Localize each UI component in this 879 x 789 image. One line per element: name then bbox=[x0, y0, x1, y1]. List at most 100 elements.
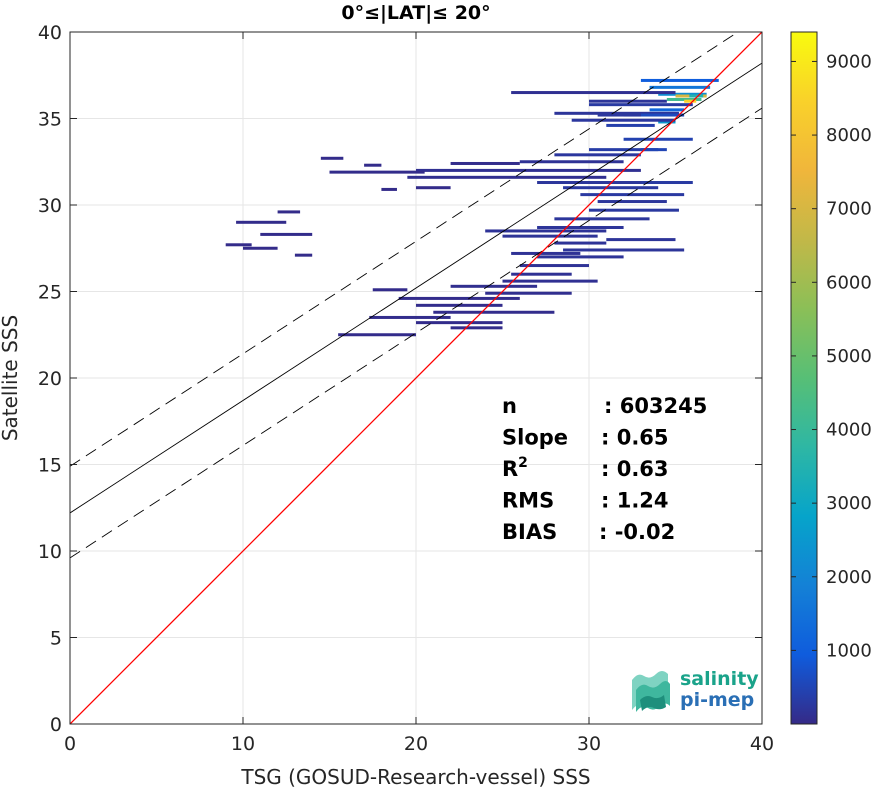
density-cell bbox=[236, 220, 287, 224]
density-cell bbox=[511, 251, 581, 255]
density-cell bbox=[666, 97, 702, 101]
x-tick-label: 0 bbox=[64, 733, 76, 755]
y-tick-label: 30 bbox=[38, 195, 62, 217]
density-cell bbox=[580, 193, 685, 197]
y-tick-label: 40 bbox=[38, 22, 62, 44]
stat-value: : 0.63 bbox=[601, 457, 669, 481]
stat-label: BIAS bbox=[502, 520, 557, 544]
chart-title: 0°≤|LAT|≤ 20° bbox=[341, 2, 490, 24]
stat-label: Slope bbox=[502, 426, 568, 450]
y-tick-label: 25 bbox=[38, 282, 62, 304]
colorbar-tick-label: 9000 bbox=[826, 51, 872, 72]
density-cell bbox=[554, 153, 641, 157]
density-cell bbox=[320, 156, 344, 160]
y-axis-label: Satellite SSS bbox=[0, 315, 22, 441]
stat-label: n bbox=[502, 394, 517, 418]
density-cell bbox=[369, 315, 451, 319]
density-cell bbox=[689, 94, 704, 98]
density-cell bbox=[597, 113, 641, 117]
colorbar-gradient bbox=[790, 31, 818, 725]
axis-ticks bbox=[69, 31, 763, 725]
colorbar-tick-label: 4000 bbox=[826, 420, 872, 441]
regression-lines bbox=[70, 32, 762, 724]
y-tick-labels: 0 5 10 15 20 25 30 35 40 bbox=[38, 22, 62, 736]
density-cell bbox=[640, 148, 667, 152]
density-cell bbox=[243, 246, 278, 250]
stat-value: : -0.02 bbox=[599, 520, 675, 544]
svg-text:salinity: salinity bbox=[680, 668, 759, 690]
density-cell bbox=[589, 148, 659, 152]
density-cell bbox=[571, 118, 676, 122]
density-cell bbox=[640, 181, 693, 185]
density-cell bbox=[554, 217, 650, 221]
density-cell bbox=[563, 186, 659, 190]
density-cell bbox=[416, 321, 503, 325]
density-cell bbox=[398, 296, 520, 300]
stat-value: : 603245 bbox=[604, 394, 707, 418]
x-tick-label: 30 bbox=[577, 733, 601, 755]
stat-value: : 0.65 bbox=[601, 426, 669, 450]
x-axis-label: TSG (GOSUD-Research-vessel) SSS bbox=[240, 765, 590, 789]
colorbar-tick-label: 5000 bbox=[826, 346, 872, 367]
svg-text:pi-mep: pi-mep bbox=[680, 689, 754, 711]
one-to-one-line bbox=[70, 32, 762, 724]
colorbar-tick-label: 8000 bbox=[826, 125, 872, 146]
stat-value: : 1.24 bbox=[601, 489, 669, 513]
density-cell bbox=[658, 92, 707, 96]
y-tick-label: 35 bbox=[38, 109, 62, 131]
density-cell bbox=[416, 186, 451, 190]
density-cell bbox=[606, 238, 676, 242]
linear-fit-line bbox=[70, 62, 762, 514]
y-tick-label: 5 bbox=[50, 628, 62, 650]
x-tick-label: 40 bbox=[750, 733, 774, 755]
density-cell bbox=[597, 200, 667, 204]
density-cell bbox=[537, 181, 650, 185]
density-cell bbox=[649, 85, 711, 89]
density-cell bbox=[407, 175, 607, 179]
density-cell bbox=[433, 310, 555, 314]
density-cell bbox=[329, 170, 425, 174]
density-cell bbox=[640, 78, 719, 82]
density-cell bbox=[519, 264, 589, 268]
fit-upper-bound-line bbox=[70, 32, 739, 467]
density-cell bbox=[485, 229, 607, 233]
density-cells bbox=[225, 78, 719, 337]
density-cell bbox=[563, 248, 685, 252]
y-tick-label: 20 bbox=[38, 368, 62, 390]
density-cell bbox=[372, 288, 408, 292]
density-cell bbox=[502, 234, 598, 238]
density-cell bbox=[589, 103, 693, 107]
density-cell bbox=[450, 284, 538, 288]
colorbar: 1000 2000 3000 4000 5000 6000 7000 8000 9000 bbox=[790, 31, 872, 725]
colorbar-tick-label: 2000 bbox=[826, 567, 872, 588]
density-cell bbox=[589, 208, 679, 212]
statistics-box: n : 603245 Slope : 0.65 R2 : 0.63 RMS : 1.24 BIA… bbox=[502, 394, 707, 544]
wave-logo-icon bbox=[632, 671, 670, 712]
density-cell bbox=[684, 99, 697, 103]
colorbar-tick-label: 7000 bbox=[826, 199, 872, 220]
density-cell bbox=[485, 291, 572, 295]
density-cell bbox=[537, 255, 624, 259]
density-cell bbox=[554, 241, 607, 245]
density-cell bbox=[502, 279, 598, 283]
density-cell bbox=[260, 232, 313, 236]
density-cell bbox=[623, 137, 693, 141]
salinity-pi-mep-logo: salinity pi-mep bbox=[632, 668, 759, 712]
stat-label: R2 bbox=[502, 455, 528, 481]
density-cell bbox=[511, 272, 572, 276]
density-cell bbox=[519, 160, 624, 164]
fit-lower-bound-line bbox=[70, 107, 762, 559]
colorbar-tick-label: 6000 bbox=[826, 272, 872, 293]
y-tick-label: 0 bbox=[50, 714, 62, 736]
colorbar-tick-label: 1000 bbox=[826, 640, 872, 661]
x-tick-label: 20 bbox=[404, 733, 428, 755]
density-cell bbox=[511, 91, 676, 95]
x-tick-labels: 0 10 20 30 40 bbox=[64, 733, 774, 755]
x-tick-label: 10 bbox=[231, 733, 255, 755]
y-tick-label: 10 bbox=[38, 541, 62, 563]
density-cell bbox=[338, 333, 416, 337]
stat-label: RMS bbox=[502, 489, 554, 513]
density-cell bbox=[658, 120, 676, 124]
density-cell bbox=[589, 99, 667, 103]
